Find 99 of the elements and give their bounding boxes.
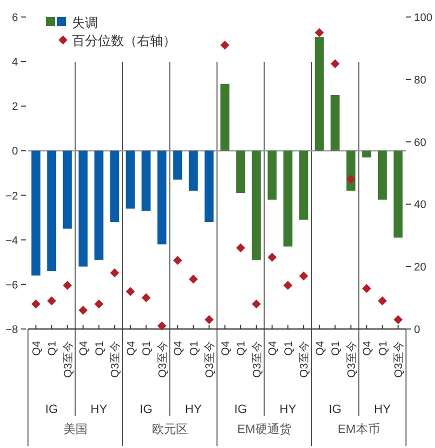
x-tick-label: Q4 (78, 341, 90, 356)
point (62, 280, 72, 290)
text: HY (90, 402, 108, 416)
bar (283, 150, 292, 247)
bar (188, 150, 198, 191)
x-tick-label: Q3至今 (156, 341, 169, 378)
text: IG (45, 402, 58, 416)
text: HY (374, 402, 391, 416)
y2-tick-label: 40 (414, 199, 426, 212)
point (220, 40, 230, 50)
bar (252, 150, 261, 260)
bar (110, 150, 120, 222)
x-tick-label: Q3至今 (346, 341, 358, 378)
point (378, 296, 387, 306)
y-tick-label: 4 (12, 56, 18, 69)
bar (299, 150, 308, 220)
text: HY (185, 402, 202, 416)
x-tick-label: Q3至今 (204, 341, 216, 378)
text: EM硬通货 (237, 422, 292, 436)
text: IG (328, 402, 342, 416)
bar (330, 95, 340, 151)
y-tick-label: −2 (5, 190, 18, 202)
x-tick-label: Q4 (172, 341, 185, 356)
point (330, 59, 340, 68)
bar (362, 150, 372, 158)
bar (157, 150, 166, 244)
point (126, 287, 135, 296)
bar (204, 150, 214, 222)
bar (236, 150, 246, 194)
y-tick-label: 6 (12, 12, 18, 24)
x-tick-label: Q4 (220, 341, 232, 356)
x-tick-label: Q4 (125, 341, 138, 356)
point (299, 271, 308, 280)
y2-tick-label: 0 (414, 324, 420, 336)
point (268, 252, 277, 262)
x-tick-label: Q1 (330, 341, 342, 356)
point (142, 293, 151, 302)
y2-tick-label: 60 (414, 136, 426, 149)
legend-label: 百分位数（右轴） (72, 33, 176, 48)
x-tick-label: Q1 (46, 341, 59, 356)
legend-label: 失调 (72, 15, 98, 30)
bar (314, 37, 324, 151)
y-tick-label: 2 (12, 101, 18, 114)
point (346, 174, 356, 184)
x-tick-label: Q1 (236, 341, 248, 356)
bar (62, 150, 72, 229)
x-tick-label: Q3至今 (251, 341, 264, 378)
text: HY (280, 402, 296, 416)
point (78, 306, 88, 315)
y-tick-label: 0 (12, 146, 18, 158)
x-tick-label: Q1 (377, 341, 390, 356)
point (110, 268, 120, 278)
bar (94, 150, 104, 260)
point (236, 243, 246, 252)
x-tick-label: Q3至今 (110, 341, 122, 378)
x-tick-label: Q3至今 (62, 341, 74, 378)
x-tick-label: Q4 (30, 341, 43, 356)
text: IG (140, 402, 152, 416)
x-tick-label: Q4 (314, 341, 326, 356)
text: 美国 (63, 422, 88, 436)
point (362, 284, 372, 293)
bar (47, 150, 56, 272)
point (31, 300, 40, 309)
bar (78, 150, 88, 267)
y2-tick-label: 20 (414, 262, 426, 274)
bar (173, 150, 182, 180)
point (94, 300, 104, 309)
bar (142, 150, 151, 211)
y2-tick-label: 80 (414, 74, 426, 86)
point (204, 315, 214, 324)
x-tick-label: Q1 (94, 341, 106, 356)
point (47, 296, 56, 306)
text: EM本币 (338, 422, 380, 436)
x-tick-label: Q1 (188, 341, 200, 356)
bar (126, 150, 135, 209)
bar (220, 84, 230, 151)
point (314, 28, 324, 38)
y-tick-label: −8 (5, 324, 18, 336)
point (283, 280, 292, 290)
x-tick-label: Q1 (141, 341, 154, 356)
x-tick-label: Q3至今 (393, 341, 406, 378)
x-tick-label: Q4 (267, 341, 280, 356)
point (157, 321, 166, 330)
y-tick-label: −6 (5, 279, 18, 292)
bar (31, 150, 40, 276)
point (173, 256, 182, 265)
x-tick-label: Q4 (362, 341, 374, 356)
x-tick-label: Q1 (282, 341, 295, 356)
x-tick-label: Q3至今 (298, 341, 311, 378)
point (188, 274, 198, 284)
bar (378, 150, 387, 200)
bar (268, 150, 277, 200)
point (252, 300, 261, 309)
bar (394, 150, 403, 238)
text: IG (234, 402, 247, 416)
point (394, 315, 403, 324)
text: 欧元区 (152, 422, 188, 436)
y2-tick-label: 100 (414, 12, 432, 24)
y-tick-label: −4 (5, 234, 18, 247)
